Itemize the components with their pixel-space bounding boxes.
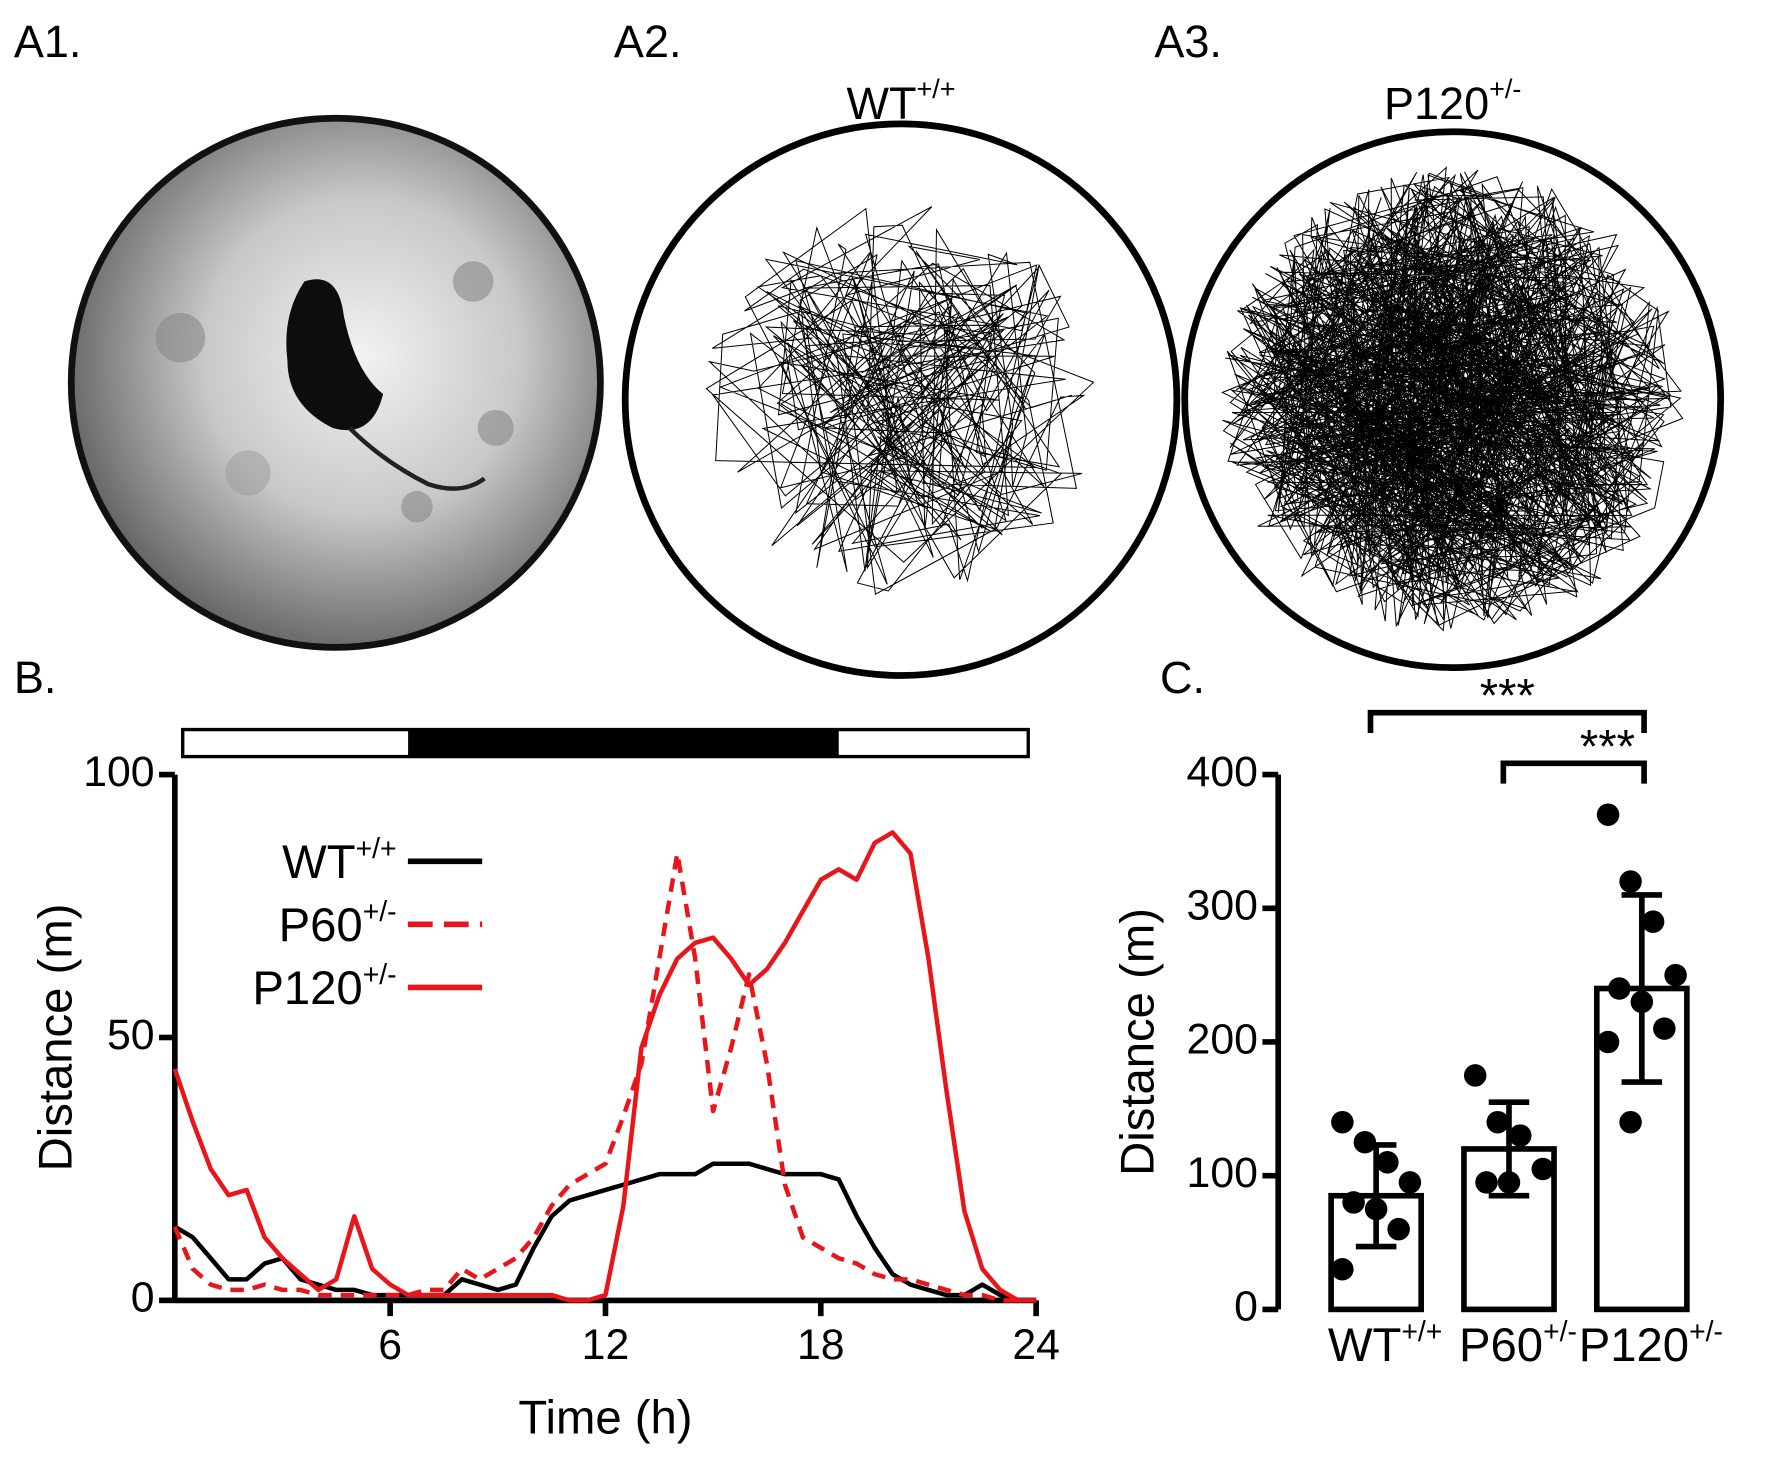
trajectory-path [705,206,1095,596]
trajectory [705,206,1095,596]
data-point [1619,1110,1642,1134]
y-tick-label: 50 [107,1011,155,1059]
data-point [1463,1064,1487,1087]
data-point [1619,870,1642,893]
data-point [1475,1171,1498,1194]
significance-label: *** [1480,670,1535,723]
arena-outline [621,120,1181,679]
legend-label: P60+/- [279,896,397,953]
data-point [1398,1171,1422,1194]
data-point [1486,1110,1509,1134]
data-point [1364,1197,1388,1221]
data-point [1376,1151,1399,1174]
line-series [172,830,1037,1303]
trajectory [1221,166,1684,632]
x-tick-label: 18 [797,1321,845,1369]
y-axis-label: Distance (m) [1111,908,1164,1176]
x-tick-label: 12 [582,1321,630,1369]
data-point [1331,1110,1354,1134]
data-point [1353,1131,1377,1154]
x-tick-label: WT+/+ [1328,1316,1443,1373]
data-point [1608,977,1631,1000]
x-tick-label: 24 [1012,1321,1060,1369]
y-tick-label: 400 [1187,748,1258,796]
y-tick-label: 200 [1187,1015,1258,1063]
line-series [173,1161,1037,1303]
y-tick-label: 100 [83,748,154,796]
data-point [1331,1258,1354,1281]
x-tick-label: P120+/- [1579,1316,1723,1373]
significance-bracket [1367,709,1647,733]
x-axis-label: Time (h) [518,1391,692,1444]
x-tick-label: 6 [378,1321,402,1369]
y-tick-label: 300 [1187,882,1258,930]
data-point [1387,1217,1410,1241]
arena-outline [1181,128,1725,672]
data-point [1531,1157,1555,1181]
panel-label: A2. [614,16,682,67]
panel-label: A1. [14,16,82,67]
line-series [172,851,1037,1303]
trajectory-title: P120+/- [1384,74,1521,129]
y-tick-label: 0 [1234,1283,1258,1331]
dark-bar [408,729,839,757]
panel-label: C. [1160,652,1205,703]
arena-photo [67,114,604,651]
data-point [1630,990,1654,1014]
y-tick-label: 100 [1187,1149,1258,1197]
significance-bracket [1500,760,1647,784]
legend-label: P120+/- [252,959,396,1016]
panel-label: B. [14,652,57,703]
panel-label: A3. [1154,16,1222,67]
y-tick-label: 0 [131,1274,155,1322]
trajectory-path [1221,166,1684,632]
x-tick-label: P60+/- [1459,1316,1577,1373]
trajectory-title: WT+/+ [846,74,955,129]
y-axis-label: Distance (m) [29,904,82,1172]
data-point [1653,1017,1676,1040]
data-point [1664,963,1687,987]
data-point [1508,1124,1532,1147]
data-point [1596,1030,1620,1054]
data-point [1342,1191,1365,1214]
significance-label: *** [1580,720,1635,773]
data-point [1641,910,1665,933]
data-point [1596,803,1620,826]
data-point [1497,1171,1521,1194]
legend-label: WT+/+ [282,833,397,890]
